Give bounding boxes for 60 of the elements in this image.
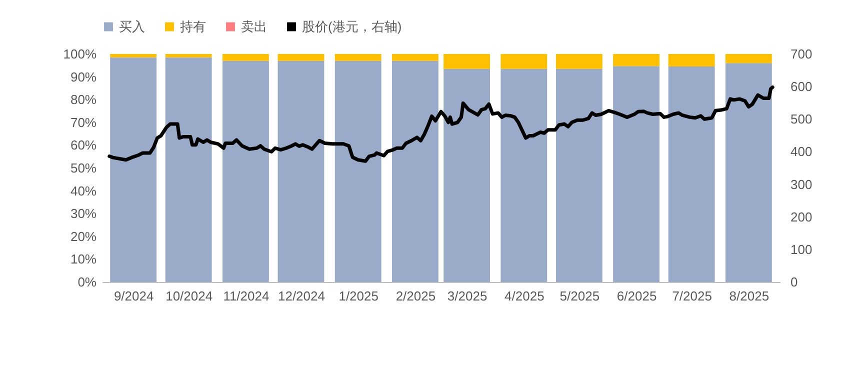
line-series (108, 85, 774, 163)
bar (725, 54, 772, 64)
bar (278, 54, 324, 61)
y2-tick-label: 600 (790, 79, 812, 94)
legend-label: 持有 (180, 18, 206, 34)
legend-label: 买入 (119, 18, 145, 34)
bar (500, 68, 548, 282)
y2-tick-label: 200 (790, 209, 812, 224)
x-tick-label: 10/2024 (166, 288, 213, 304)
bar (444, 54, 490, 69)
y-tick-label: 80% (70, 92, 97, 108)
bar (444, 68, 490, 282)
x-tick-label: 9/2024 (114, 288, 154, 304)
y-tick-label: 90% (70, 69, 97, 84)
bar (668, 54, 715, 67)
y-tick-label: 40% (70, 183, 97, 198)
x-tick-label: 3/2025 (447, 288, 488, 304)
bar (500, 54, 548, 69)
y2-tick-label: 0 (790, 274, 798, 290)
x-tick-label: 4/2025 (504, 288, 544, 304)
y2-tick-label: 500 (790, 112, 812, 127)
x-tick-label: 1/2025 (338, 288, 378, 304)
y2-tick-label: 100 (790, 242, 812, 257)
bar (165, 57, 212, 282)
bar (613, 54, 660, 66)
legend-label: 卖出 (241, 18, 267, 34)
x-tick-label: 6/2025 (616, 288, 657, 304)
y-tick-label: 0% (78, 274, 97, 290)
x-tick-label: 2/2025 (396, 288, 436, 304)
bar (334, 60, 382, 282)
x-tick-label: 12/2024 (278, 288, 325, 304)
y-tick-label: 50% (70, 160, 97, 176)
bar (392, 60, 438, 282)
bar (165, 54, 212, 58)
bar (613, 66, 660, 282)
bar (725, 63, 772, 282)
bar (556, 54, 602, 69)
bar (334, 54, 382, 61)
y2-tick-label: 700 (790, 46, 812, 62)
bar (278, 60, 324, 282)
x-tick-label: 7/2025 (672, 288, 712, 304)
bar (222, 60, 269, 282)
y-tick-label: 10% (70, 252, 97, 267)
y-tick-label: 100% (63, 46, 97, 62)
bar (668, 66, 715, 282)
bar (222, 54, 269, 61)
x-tick-label: 5/2025 (560, 288, 600, 304)
y-tick-label: 30% (70, 206, 97, 222)
bar (392, 54, 438, 61)
bar (110, 57, 157, 282)
y-tick-label: 20% (70, 228, 97, 244)
legend-label: 股价(港元，右轴) (302, 18, 402, 34)
bar (556, 68, 602, 282)
y2-tick-label: 400 (790, 144, 812, 160)
y2-tick-label: 300 (790, 176, 812, 192)
bar (110, 54, 157, 58)
x-tick-label: 11/2024 (223, 288, 270, 304)
y-tick-label: 60% (70, 138, 97, 153)
x-tick-label: 8/2025 (729, 288, 770, 304)
y-tick-label: 70% (70, 114, 97, 130)
